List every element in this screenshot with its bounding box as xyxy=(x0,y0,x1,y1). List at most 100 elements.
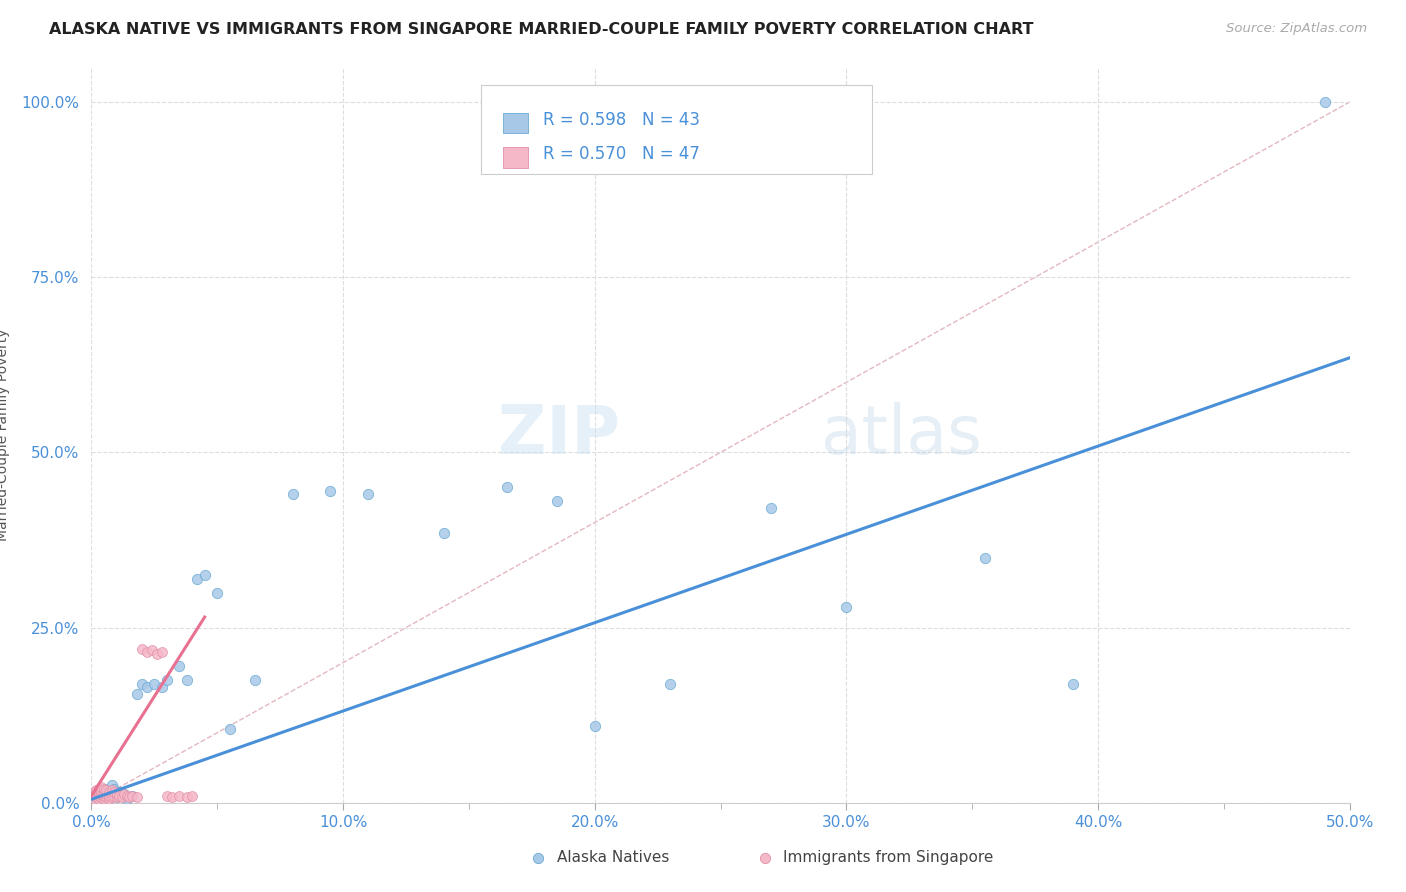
Point xyxy=(176,790,198,805)
FancyBboxPatch shape xyxy=(481,86,872,174)
Point xyxy=(110,789,132,803)
Point xyxy=(135,680,157,694)
Point xyxy=(156,789,179,803)
Point xyxy=(243,673,266,688)
Point xyxy=(98,789,121,803)
Point xyxy=(96,783,118,797)
Point xyxy=(83,785,105,799)
Point xyxy=(87,785,110,799)
Point xyxy=(83,792,105,806)
Point xyxy=(495,480,517,494)
Point xyxy=(1062,676,1084,690)
Text: ZIP: ZIP xyxy=(498,402,620,467)
Point xyxy=(112,788,135,802)
Point xyxy=(176,673,198,688)
Point xyxy=(546,494,568,508)
Text: Source: ZipAtlas.com: Source: ZipAtlas.com xyxy=(1226,22,1367,36)
Point xyxy=(150,680,173,694)
Text: atlas: atlas xyxy=(821,402,983,467)
Point xyxy=(205,585,228,599)
Point xyxy=(87,781,110,796)
Point xyxy=(87,789,110,803)
Point xyxy=(103,785,125,799)
Text: ALASKA NATIVE VS IMMIGRANTS FROM SINGAPORE MARRIED-COUPLE FAMILY POVERTY CORRELA: ALASKA NATIVE VS IMMIGRANTS FROM SINGAPO… xyxy=(49,22,1033,37)
Point xyxy=(125,790,148,805)
Point xyxy=(100,778,122,792)
Point xyxy=(100,783,122,797)
Point xyxy=(143,676,166,690)
Point xyxy=(160,790,183,805)
Point xyxy=(93,781,115,796)
Point xyxy=(835,599,858,614)
Point xyxy=(105,788,128,802)
Point xyxy=(357,487,380,501)
Point xyxy=(86,788,108,802)
Point xyxy=(93,781,115,796)
Point xyxy=(973,848,995,863)
Point xyxy=(93,792,115,806)
Point xyxy=(86,790,108,805)
Point xyxy=(93,785,115,799)
Point xyxy=(86,789,108,803)
Point xyxy=(96,790,118,805)
Point xyxy=(96,788,118,802)
Point xyxy=(759,501,782,516)
Point xyxy=(146,647,169,661)
Point xyxy=(150,645,173,659)
Y-axis label: Married-Couple Family Poverty: Married-Couple Family Poverty xyxy=(0,328,10,541)
Point xyxy=(433,525,456,540)
Point xyxy=(90,783,112,797)
Point xyxy=(135,645,157,659)
Text: Alaska Natives: Alaska Natives xyxy=(557,850,669,865)
Point xyxy=(96,783,118,797)
Point xyxy=(973,550,995,565)
Point xyxy=(86,783,108,797)
Point xyxy=(103,789,125,803)
Point xyxy=(156,673,179,688)
FancyBboxPatch shape xyxy=(503,112,527,133)
Point xyxy=(98,792,121,806)
Point xyxy=(141,643,163,657)
Text: Immigrants from Singapore: Immigrants from Singapore xyxy=(783,850,994,865)
Point xyxy=(90,788,112,802)
Point xyxy=(186,572,208,586)
Point xyxy=(115,789,138,803)
Point xyxy=(169,659,191,673)
Point xyxy=(103,781,125,796)
Point xyxy=(83,792,105,806)
Point xyxy=(98,785,121,799)
Point xyxy=(105,790,128,805)
Point xyxy=(83,789,105,803)
Text: R = 0.598   N = 43: R = 0.598 N = 43 xyxy=(543,111,700,128)
Point xyxy=(583,719,606,733)
Point xyxy=(100,790,122,805)
Point xyxy=(90,788,112,802)
Point xyxy=(90,780,112,795)
Point xyxy=(125,687,148,701)
Point xyxy=(319,483,342,498)
Point xyxy=(131,676,153,690)
Point xyxy=(131,641,153,656)
FancyBboxPatch shape xyxy=(503,147,527,168)
Point xyxy=(108,785,131,799)
Point xyxy=(105,790,128,805)
Point xyxy=(112,788,135,802)
Point xyxy=(90,785,112,799)
Point xyxy=(194,568,217,582)
Point xyxy=(93,789,115,803)
Point xyxy=(108,789,131,803)
Point xyxy=(169,789,191,803)
Point xyxy=(96,789,118,803)
Point xyxy=(98,785,121,799)
Point xyxy=(110,790,132,805)
Text: R = 0.570   N = 47: R = 0.570 N = 47 xyxy=(543,145,700,162)
Point xyxy=(218,723,240,737)
Point xyxy=(121,789,143,803)
Point xyxy=(115,792,138,806)
Point xyxy=(281,487,304,501)
Point xyxy=(90,790,112,805)
Point xyxy=(121,789,143,803)
Point xyxy=(87,792,110,806)
Point xyxy=(181,789,204,803)
Point xyxy=(118,790,141,805)
